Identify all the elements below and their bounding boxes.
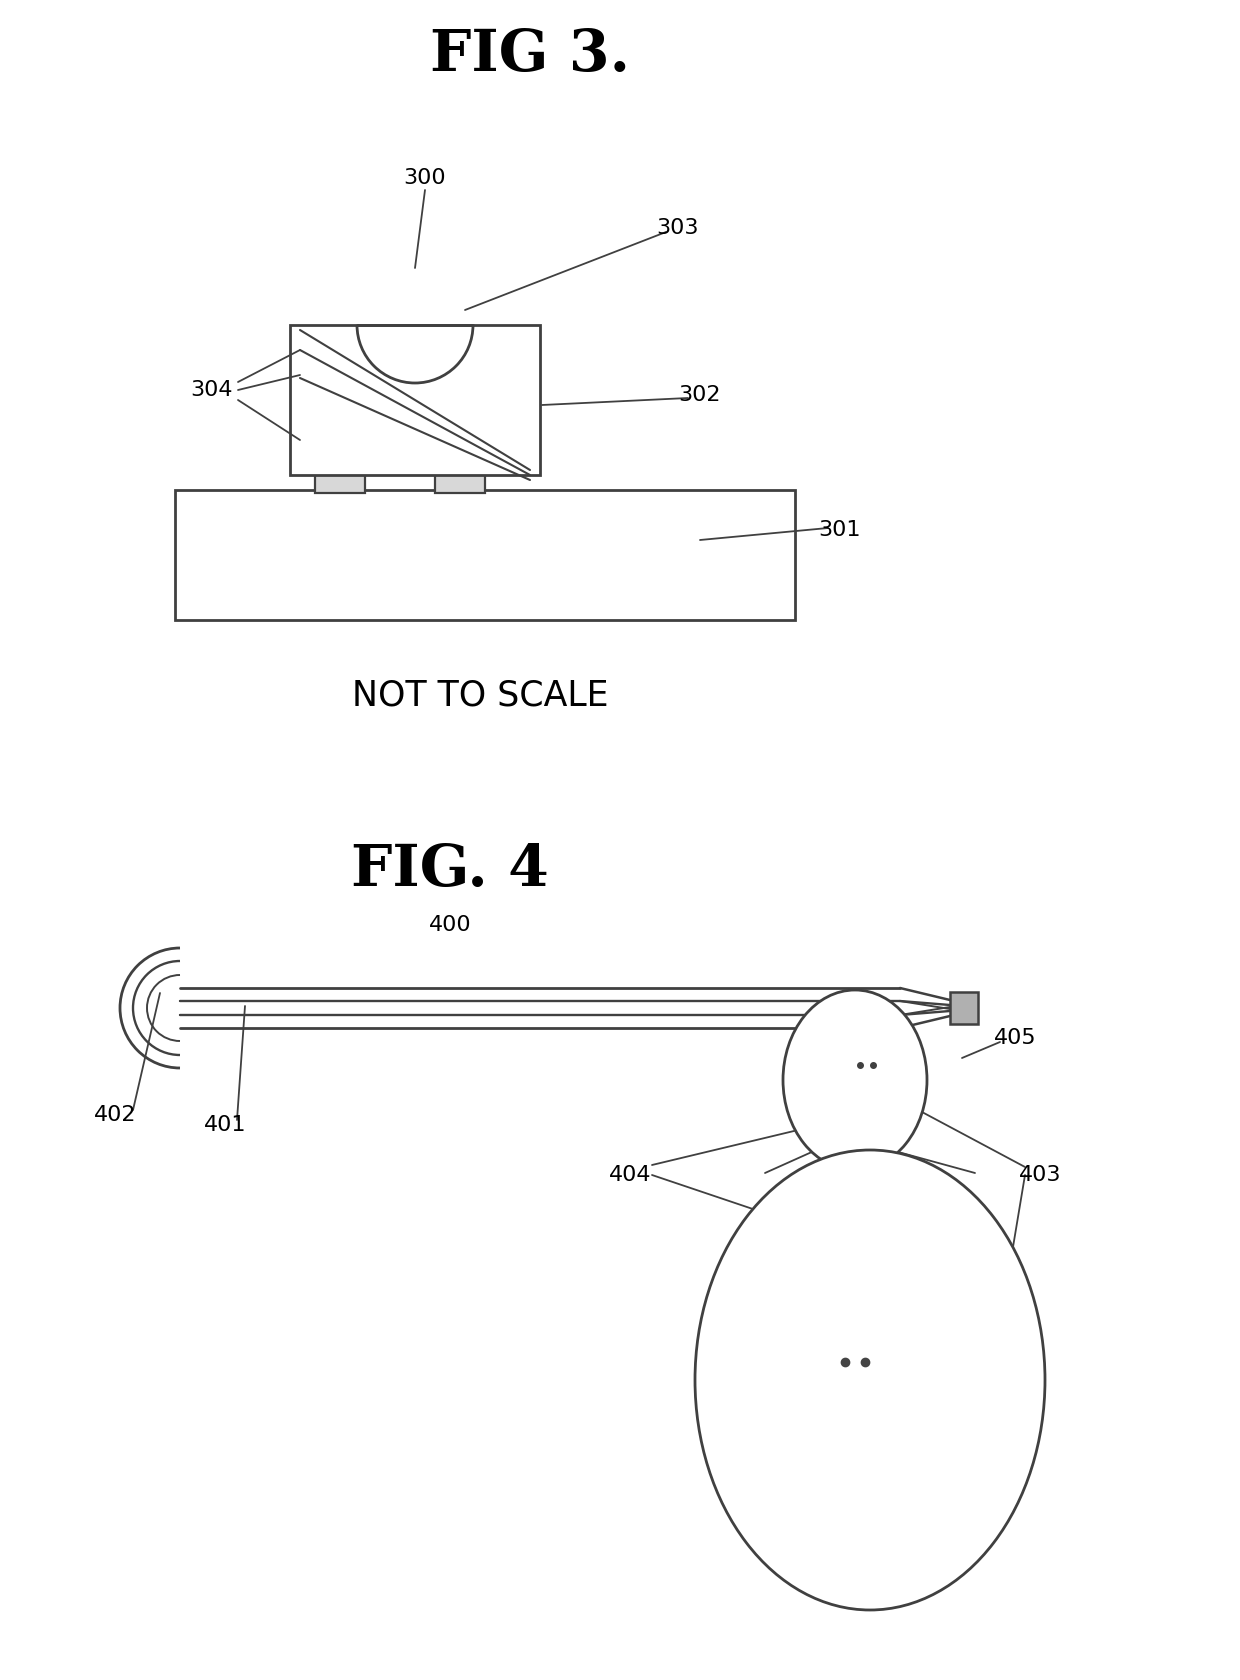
Text: 304: 304 [191,380,233,400]
Text: 400: 400 [429,916,471,936]
Bar [175,491,795,620]
Bar [755,1322,970,1408]
Text: 303: 303 [657,218,699,239]
Text: 300: 300 [404,168,446,188]
Text: 403: 403 [1019,1164,1061,1184]
Text: 404: 404 [609,1164,651,1184]
Ellipse shape [782,990,928,1169]
Bar [435,474,485,492]
Bar [315,474,365,492]
Polygon shape [745,1327,785,1403]
Text: 302: 302 [678,385,722,405]
Text: FIG. 4: FIG. 4 [351,842,549,899]
Text: 402: 402 [94,1105,136,1126]
Text: FIG 3.: FIG 3. [430,27,630,82]
Ellipse shape [694,1151,1045,1609]
Text: 301: 301 [818,521,862,539]
Bar [290,324,539,475]
Bar [745,1310,1011,1420]
Bar [950,991,978,1025]
Bar [990,1322,1016,1408]
Text: NOT TO SCALE: NOT TO SCALE [352,679,609,712]
Text: 405: 405 [993,1028,1037,1048]
Text: 401: 401 [203,1116,247,1136]
